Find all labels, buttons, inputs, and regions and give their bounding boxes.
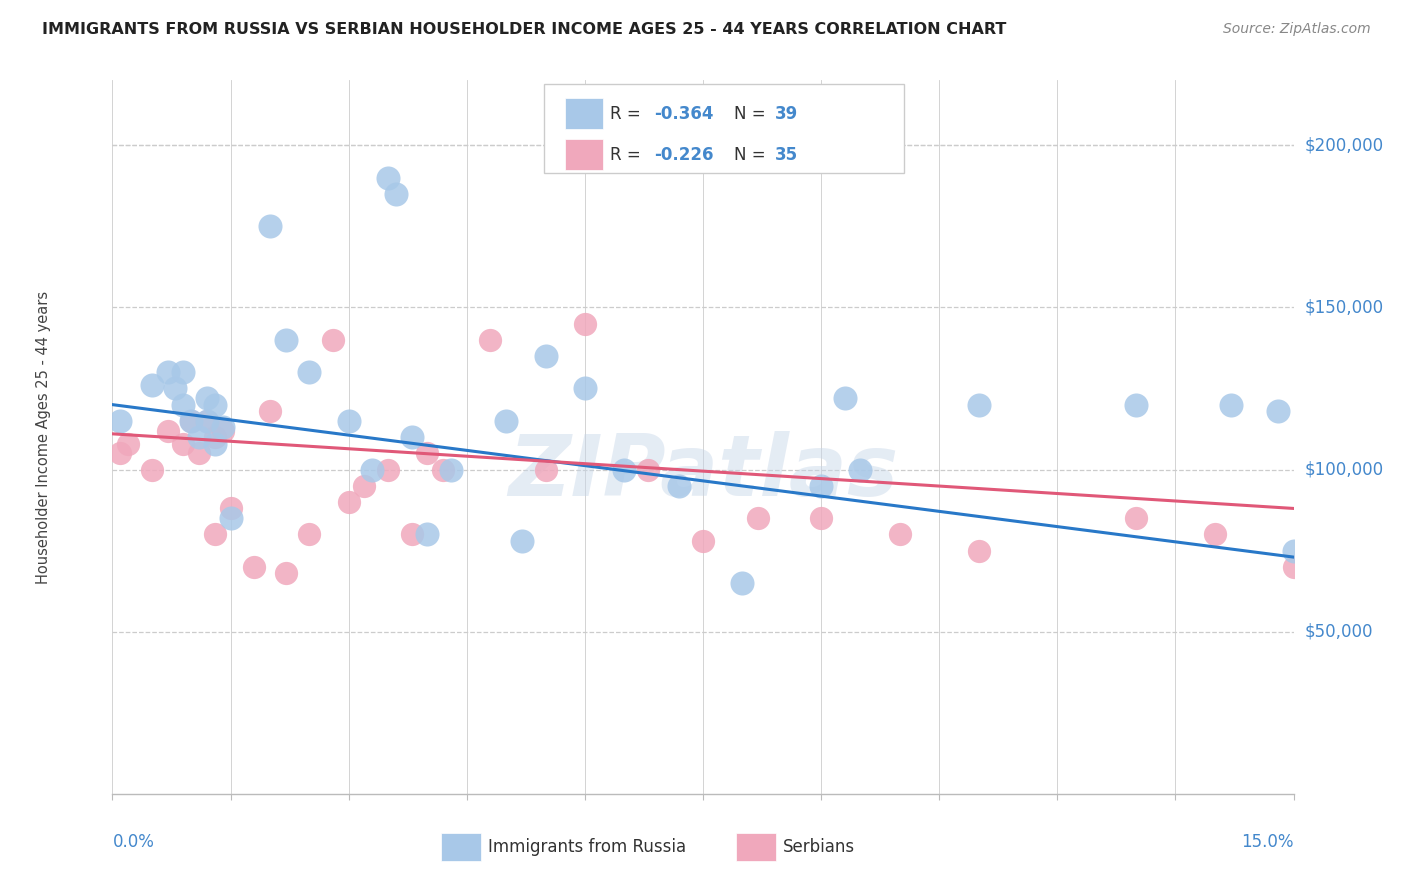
Point xyxy=(204,430,226,444)
Point xyxy=(110,446,132,460)
Point xyxy=(180,414,202,428)
Point xyxy=(195,391,218,405)
Point xyxy=(298,527,321,541)
Point xyxy=(274,566,297,581)
Point xyxy=(668,479,690,493)
Text: Householder Income Ages 25 - 44 years: Householder Income Ages 25 - 44 years xyxy=(35,291,51,583)
Point xyxy=(204,436,226,450)
Point xyxy=(219,501,242,516)
Point xyxy=(510,533,533,548)
Point xyxy=(1204,527,1226,541)
Text: Serbians: Serbians xyxy=(783,838,855,856)
Point xyxy=(416,527,439,541)
Point xyxy=(165,381,187,395)
Text: N =: N = xyxy=(734,145,770,164)
FancyBboxPatch shape xyxy=(565,139,603,170)
Text: R =: R = xyxy=(610,145,645,164)
Text: 35: 35 xyxy=(775,145,799,164)
Point xyxy=(172,365,194,379)
Point xyxy=(834,391,856,405)
Text: $150,000: $150,000 xyxy=(1305,298,1384,317)
Point xyxy=(534,462,557,476)
Point xyxy=(259,219,281,234)
Point xyxy=(1267,404,1289,418)
Point xyxy=(401,430,423,444)
Point xyxy=(1125,511,1147,525)
Point xyxy=(204,527,226,541)
Text: Source: ZipAtlas.com: Source: ZipAtlas.com xyxy=(1223,22,1371,37)
Point xyxy=(141,462,163,476)
Point xyxy=(534,349,557,363)
Point xyxy=(637,462,659,476)
Text: $50,000: $50,000 xyxy=(1305,623,1374,640)
Text: IMMIGRANTS FROM RUSSIA VS SERBIAN HOUSEHOLDER INCOME AGES 25 - 44 YEARS CORRELAT: IMMIGRANTS FROM RUSSIA VS SERBIAN HOUSEH… xyxy=(42,22,1007,37)
Point xyxy=(1219,398,1241,412)
Text: 15.0%: 15.0% xyxy=(1241,833,1294,851)
Point xyxy=(337,414,360,428)
Point xyxy=(274,333,297,347)
Point xyxy=(613,462,636,476)
Text: 0.0%: 0.0% xyxy=(112,833,155,851)
Point xyxy=(195,414,218,428)
Point xyxy=(479,333,502,347)
Point xyxy=(574,317,596,331)
FancyBboxPatch shape xyxy=(737,833,776,862)
Point xyxy=(188,430,211,444)
Point xyxy=(211,424,233,438)
Point xyxy=(432,462,454,476)
Point xyxy=(967,543,990,558)
FancyBboxPatch shape xyxy=(441,833,481,862)
Text: Immigrants from Russia: Immigrants from Russia xyxy=(488,838,686,856)
Point xyxy=(110,414,132,428)
Point xyxy=(574,381,596,395)
Point xyxy=(298,365,321,379)
Point xyxy=(731,576,754,591)
Point xyxy=(188,446,211,460)
Point xyxy=(967,398,990,412)
Text: $200,000: $200,000 xyxy=(1305,136,1384,154)
FancyBboxPatch shape xyxy=(544,84,904,173)
Point xyxy=(1125,398,1147,412)
Point xyxy=(810,479,832,493)
Text: -0.364: -0.364 xyxy=(655,104,714,123)
Point xyxy=(156,424,179,438)
Point xyxy=(810,511,832,525)
Point xyxy=(195,414,218,428)
FancyBboxPatch shape xyxy=(565,98,603,129)
Text: $100,000: $100,000 xyxy=(1305,460,1384,478)
Text: ZIPatlas: ZIPatlas xyxy=(508,431,898,515)
Point xyxy=(156,365,179,379)
Text: N =: N = xyxy=(734,104,770,123)
Point xyxy=(243,559,266,574)
Point xyxy=(401,527,423,541)
Text: 39: 39 xyxy=(775,104,799,123)
Point xyxy=(211,420,233,434)
Point xyxy=(692,533,714,548)
Point xyxy=(849,462,872,476)
Point xyxy=(1282,559,1305,574)
Point xyxy=(180,414,202,428)
Point xyxy=(353,479,375,493)
Point xyxy=(440,462,463,476)
Point xyxy=(141,378,163,392)
Point xyxy=(322,333,344,347)
Point xyxy=(361,462,384,476)
Text: -0.226: -0.226 xyxy=(655,145,714,164)
Point xyxy=(889,527,911,541)
Point xyxy=(1282,543,1305,558)
Text: R =: R = xyxy=(610,104,645,123)
Point xyxy=(172,398,194,412)
Point xyxy=(259,404,281,418)
Point xyxy=(204,398,226,412)
Point xyxy=(337,495,360,509)
Point xyxy=(377,462,399,476)
Point xyxy=(377,170,399,185)
Point xyxy=(172,436,194,450)
Point xyxy=(416,446,439,460)
Point xyxy=(385,186,408,201)
Point xyxy=(495,414,517,428)
Point xyxy=(219,511,242,525)
Point xyxy=(117,436,139,450)
Point xyxy=(747,511,769,525)
